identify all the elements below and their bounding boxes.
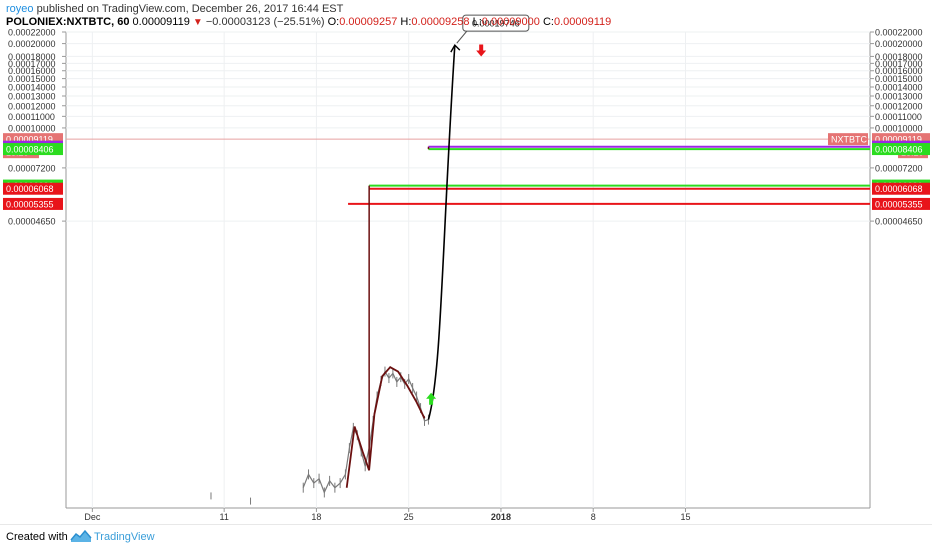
y-tick-label-left: 0.00014000 — [8, 82, 56, 92]
y-tick-label-left: 0.00004650 — [8, 217, 56, 227]
y-tick-label-right: 0.00016000 — [875, 66, 923, 76]
y-tick-label-left: 0.00011000 — [8, 112, 55, 122]
level-badge-left-bg — [3, 143, 63, 156]
y-tick-label-right: 0.00010000 — [875, 123, 923, 133]
tradingview-logo-icon — [70, 529, 92, 542]
x-tick-label: 11 — [219, 512, 228, 522]
y-tick-label-right: 0.00015000 — [875, 74, 923, 84]
y-tick-label-left: 0.00022000 — [8, 28, 56, 38]
open-key: O: — [327, 16, 340, 28]
level-badge-left-bg — [3, 182, 63, 195]
level-badge-right-bg — [872, 182, 930, 195]
open-value: 0.00009257 — [339, 16, 398, 28]
price-series-line — [302, 370, 429, 494]
y-tick-label-left: 0.00015000 — [8, 74, 56, 84]
level-badge-left-bg — [3, 197, 63, 210]
low-value: 0.00009000 — [481, 16, 540, 28]
right-price-axis — [870, 32, 932, 526]
level-badge-right: 0.00008406 — [875, 145, 923, 155]
level-badge-right-bg — [872, 197, 930, 210]
publish-info: royeo published on TradingView.com, Dece… — [6, 3, 343, 15]
y-tick-label-right: 0.00014000 — [875, 82, 923, 92]
y-tick-label-left: 0.00012000 — [8, 101, 56, 111]
y-tick-label-left: 0.00013000 — [8, 92, 56, 102]
symbol-label: POLONIEX:NXTBTC, 60 — [6, 16, 130, 28]
last-price-badge-right: 0.00009119 — [875, 135, 922, 145]
last-price-badge-left: 0.00009119 — [6, 135, 53, 145]
y-tick-label-right: 0.00012000 — [875, 101, 923, 111]
y-tick-label-left: 0.00016000 — [8, 66, 56, 76]
low-key: L: — [472, 16, 482, 28]
y-tick-label-right: 0.00017000 — [875, 59, 923, 69]
level-badge-left: 0.00005355 — [6, 199, 54, 209]
tradingview-brand-link[interactable]: TradingView — [94, 531, 155, 543]
symbol-tag-badge-bg — [828, 133, 868, 146]
y-tick-label-right: 0.00018000 — [875, 52, 923, 62]
created-with-text: Created with — [6, 531, 68, 543]
x-tick-label: 18 — [311, 512, 321, 522]
x-tick-label: 2018 — [491, 512, 511, 522]
symbol-info: POLONIEX:NXTBTC, 60 0.00009119 ▼ −0.0000… — [6, 16, 611, 28]
x-tick-label: Dec — [84, 512, 101, 522]
footer: Created with TradingView — [0, 524, 932, 551]
buy-arrow-icon — [426, 392, 437, 405]
y-tick-label-right: 0.00004650 — [875, 217, 923, 227]
level-badge-left: 0.00006068 — [6, 184, 54, 194]
trend-curve — [345, 366, 426, 488]
y-tick-label-right: 0.00022000 — [875, 28, 923, 38]
high-key: H: — [400, 16, 412, 28]
x-tick-label: 25 — [404, 512, 414, 522]
last-price: 0.00009119 — [132, 16, 190, 28]
y-tick-label-left: 0.00018000 — [8, 52, 56, 62]
close-value: 0.00009119 — [553, 16, 612, 28]
y-tick-label-right: 0.00013000 — [875, 92, 923, 102]
price-change: −0.00003123 (−25.51%) — [205, 16, 325, 28]
plot-area — [65, 31, 871, 509]
projection-arrowhead-icon — [450, 43, 461, 53]
author-link[interactable]: royeo — [6, 3, 34, 15]
high-value: 0.00009258 — [411, 16, 470, 28]
sell-arrow-icon — [476, 44, 487, 57]
price-callout-box — [462, 14, 530, 32]
level-badge-right: 0.00006068 — [875, 184, 923, 194]
y-tick-label-left: 0.00020000 — [8, 39, 56, 49]
level-badge-right: 0.00005355 — [875, 199, 923, 209]
price-callout-label: 0.00019746 — [472, 19, 520, 29]
published-text: published on TradingView.com, December 2… — [33, 3, 344, 15]
x-tick-label: 15 — [680, 512, 690, 522]
level-badge-right-bg — [872, 143, 930, 156]
symbol-tag-badge: NXTBTC — [831, 135, 868, 145]
x-tick-label: 8 — [591, 512, 596, 522]
y-tick-label-left: 0.00010000 — [8, 123, 56, 133]
y-tick-label-right: 0.00011000 — [875, 112, 922, 122]
chart-header: royeo published on TradingView.com, Dece… — [0, 0, 932, 32]
close-key: C: — [542, 16, 554, 28]
y-tick-label-left: 0.00007200 — [8, 163, 56, 173]
level-badge-left: 0.00008406 — [6, 145, 54, 155]
y-tick-label-left: 0.00017000 — [8, 59, 56, 69]
callout-pointer — [456, 30, 468, 44]
y-tick-label-right: 0.00007200 — [875, 163, 923, 173]
y-tick-label-right: 0.00020000 — [875, 39, 923, 49]
left-price-axis — [0, 32, 66, 526]
down-triangle-icon: ▼ — [192, 17, 203, 28]
